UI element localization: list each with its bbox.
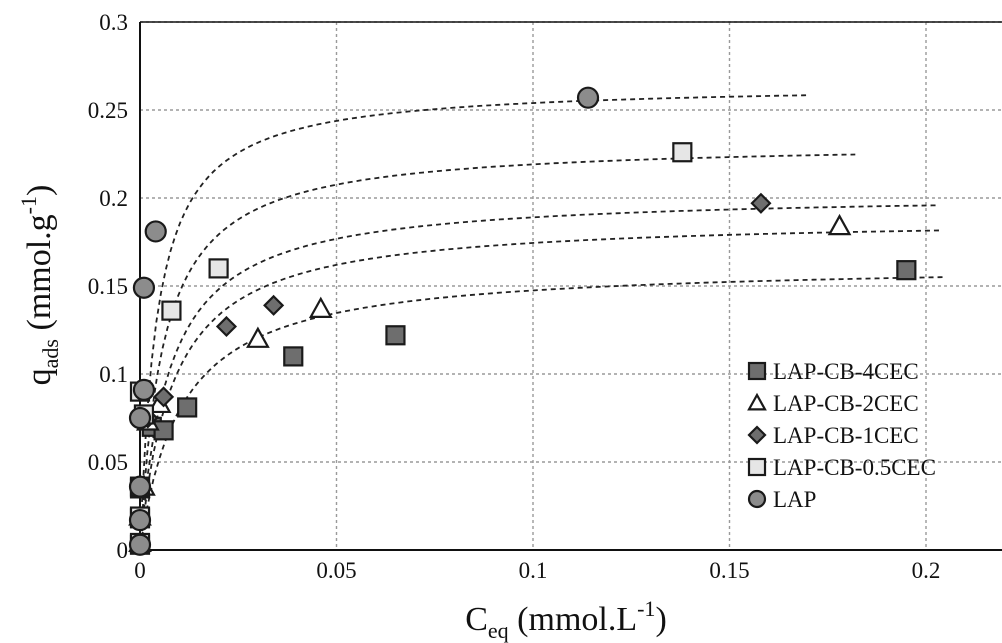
fit-curve-LAP-CB-4CEC: [141, 276, 946, 538]
legend-label: LAP-CB-4CEC: [773, 359, 919, 384]
x-tick-label: 0.15: [709, 558, 749, 583]
legend-marker: [747, 361, 767, 381]
x-tick-label: 0.05: [316, 558, 356, 583]
data-point: [896, 260, 917, 281]
legend: LAP-CB-4CEC LAP-CB-2CEC LAP-CB-1CEC LAP-CB-…: [747, 359, 936, 512]
data-point: [246, 326, 270, 348]
x-tick-label: 0: [134, 558, 146, 583]
y-tick-label: 0.3: [99, 10, 128, 35]
legend-marker: [747, 392, 767, 411]
fit-curve-LAP-CB-2CEC: [141, 229, 942, 532]
data-points: [128, 86, 917, 556]
fit-curve-LAP: [141, 94, 809, 502]
data-point: [161, 300, 182, 321]
y-tick-label: 0.1: [99, 362, 128, 387]
data-point: [177, 397, 198, 418]
data-point: [153, 386, 175, 408]
y-tick-label: 0.05: [88, 450, 128, 475]
legend-label: LAP-CB-1CEC: [773, 423, 919, 448]
x-tick-label: 0.2: [912, 558, 941, 583]
data-point: [132, 276, 156, 299]
fit-curve-LAP-CB-0.5CEC: [141, 153, 856, 519]
fit-curves: [141, 94, 946, 538]
data-point: [128, 533, 152, 556]
y-tick-label: 0.2: [99, 186, 128, 211]
tick-labels: 0 0.05 0.1 0.15 0.2 0 0.05 0.1 0.15 0.2 0.25 0.3: [88, 10, 941, 583]
data-point: [215, 315, 238, 338]
data-point: [128, 475, 152, 498]
x-axis-title: Ceq (mmol.L-1): [465, 596, 667, 643]
legend-label: LAP: [773, 487, 816, 512]
legend-marker: [747, 489, 767, 509]
y-axis-title: qads (mmol.g-1): [16, 185, 63, 386]
y-tick-label: 0: [117, 538, 129, 563]
data-point: [144, 220, 167, 243]
data-point: [263, 294, 285, 316]
data-point: [672, 142, 693, 163]
data-point: [308, 296, 333, 318]
data-point: [128, 508, 152, 532]
data-point: [576, 86, 600, 109]
data-point: [750, 192, 772, 214]
y-tick-label: 0.15: [88, 274, 128, 299]
legend-label: LAP-CB-2CEC: [773, 391, 919, 416]
y-tick-label: 0.25: [88, 98, 128, 123]
data-point: [283, 346, 304, 367]
legend-label: LAP-CB-0.5CEC: [773, 455, 936, 480]
data-point: [208, 258, 229, 279]
fit-curve-LAP-CB-1CEC: [141, 204, 938, 528]
data-point: [827, 213, 852, 236]
data-point: [385, 325, 406, 346]
legend-marker: [747, 457, 767, 477]
grid-lines: [140, 21, 1002, 550]
x-tick-label: 0.1: [519, 558, 548, 583]
legend-marker: [747, 425, 767, 445]
data-point: [132, 378, 156, 401]
data-point: [128, 406, 152, 430]
